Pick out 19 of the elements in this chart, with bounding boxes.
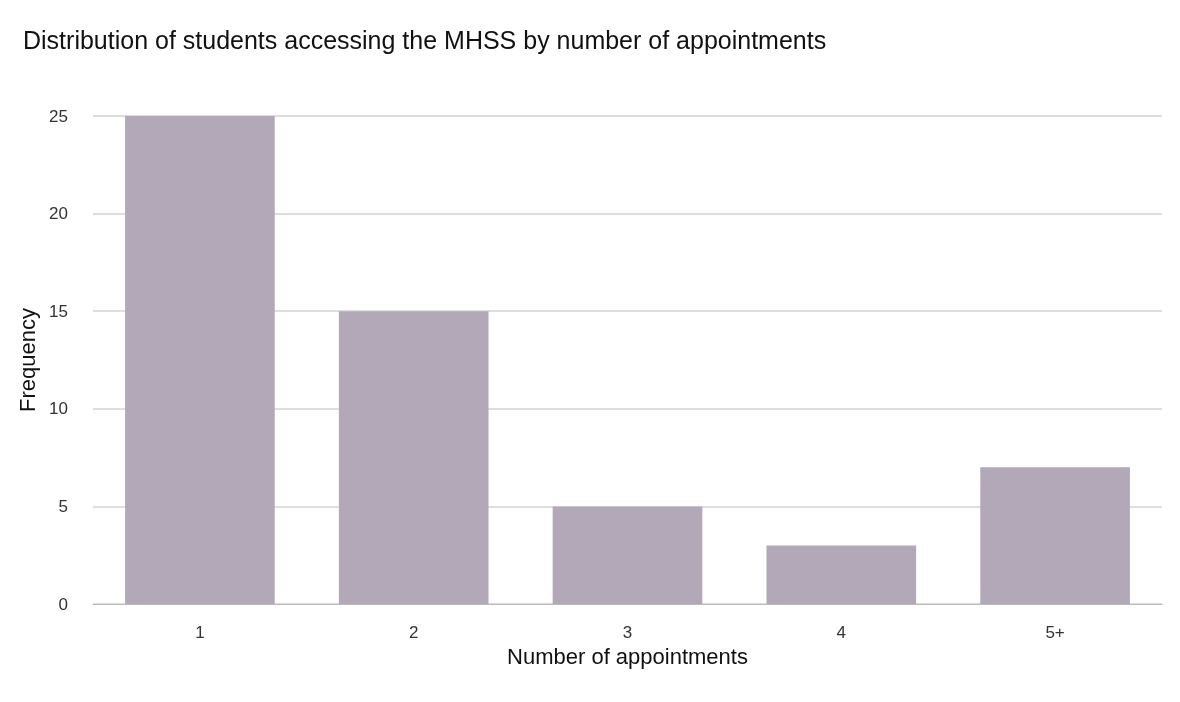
bar [980, 467, 1130, 604]
x-tick-label: 3 [622, 623, 633, 642]
y-tick-label: 15 [49, 301, 68, 321]
x-tick-label: 1 [195, 623, 205, 642]
x-tick-label: 5+ [1045, 623, 1065, 642]
y-tick-label: 25 [49, 106, 68, 126]
y-tick-label: 10 [49, 399, 68, 419]
y-tick-label: 0 [58, 594, 68, 614]
x-tick-label: 2 [408, 623, 419, 642]
y-tick-label: 5 [58, 496, 68, 516]
chart-title: Distribution of students accessing the MHSS by number of appointments [23, 25, 827, 54]
x-axis-title: Number of appointments [507, 644, 748, 670]
bar [552, 506, 703, 604]
bar [338, 311, 489, 604]
x-tick-label: 4 [836, 623, 847, 642]
bar [125, 116, 275, 604]
bar [766, 545, 917, 604]
y-tick-label: 20 [49, 204, 68, 224]
y-axis-title: Frequency [14, 308, 40, 412]
